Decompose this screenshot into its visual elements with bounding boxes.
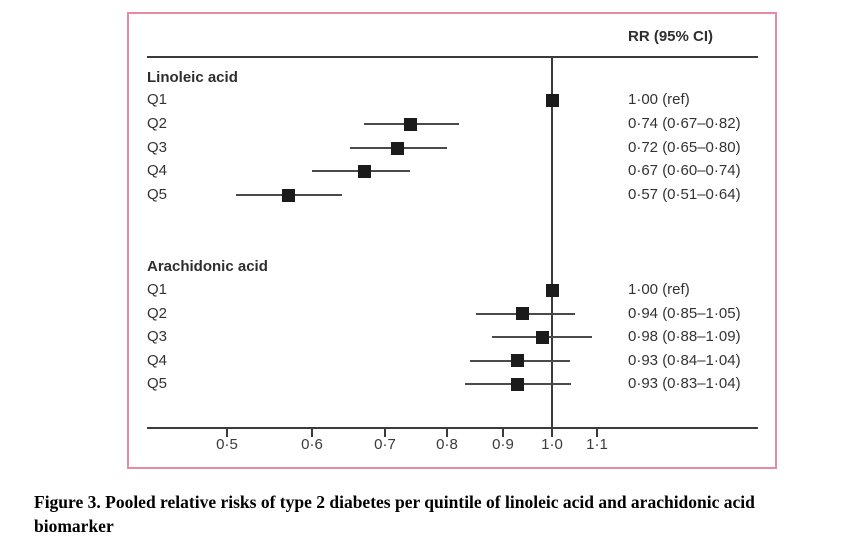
- rr-point-marker: [516, 307, 529, 320]
- row-rr-ci-value: 0·57 (0·51–0·64): [628, 186, 741, 203]
- row-rr-ci-value: 0·94 (0·85–1·05): [628, 304, 741, 322]
- x-axis-tick: [551, 428, 553, 437]
- rr-point-marker: [546, 284, 559, 297]
- forest-plot-panel: [127, 12, 777, 469]
- x-axis-tick-label: 1·0: [541, 436, 563, 453]
- x-axis-tick: [502, 428, 504, 437]
- x-axis-tick-label: 0·9: [492, 436, 514, 453]
- row-rr-ci-value: 1·00 (ref): [628, 281, 690, 298]
- row-quintile-label: Q1: [147, 91, 168, 108]
- row-rr-ci-value: 0·98 (0·88–1·09): [628, 328, 741, 345]
- row-quintile-label: Q3: [147, 139, 168, 156]
- rr-point-marker: [282, 189, 295, 202]
- row-rr-ci-value: 0·74 (0·67–0·82): [628, 115, 741, 132]
- row-quintile-label: Q2: [147, 115, 168, 132]
- x-axis-tick: [226, 428, 228, 437]
- x-axis-tick-label: 0·8: [436, 436, 458, 453]
- row-rr-ci-value: 0·93 (0·84–1·04): [628, 351, 741, 369]
- x-axis-tick: [446, 428, 448, 437]
- figure-caption: Figure 3. Pooled relative risks of type …: [34, 490, 856, 538]
- x-axis-tick: [596, 428, 598, 437]
- x-axis-tick-label: 1·1: [586, 436, 608, 453]
- rr-point-marker: [511, 378, 524, 391]
- group-label: Arachidonic acid: [147, 258, 268, 275]
- rr-point-marker: [536, 331, 549, 344]
- x-axis-tick-label: 0·7: [374, 436, 396, 453]
- rr-point-marker: [546, 94, 559, 107]
- row-quintile-label: Q4: [147, 351, 168, 369]
- rr-point-marker: [511, 354, 524, 367]
- row-quintile-label: Q3: [147, 328, 168, 345]
- rr-point-marker: [404, 118, 417, 131]
- row-quintile-label: Q2: [147, 304, 168, 322]
- header-rule: [147, 56, 758, 58]
- x-axis-line: [147, 427, 758, 429]
- row-rr-ci-value: 0·93 (0·83–1·04): [628, 375, 741, 392]
- x-axis-tick-label: 0·5: [216, 436, 238, 453]
- x-axis-tick: [311, 428, 313, 437]
- figure-caption-line2: biomarker: [34, 516, 114, 536]
- row-quintile-label: Q1: [147, 281, 168, 298]
- column-header-rr-ci: RR (95% CI): [628, 28, 714, 45]
- x-axis-tick: [384, 428, 386, 437]
- x-axis-tick-label: 0·6: [301, 436, 323, 453]
- rr-point-marker: [358, 165, 371, 178]
- row-rr-ci-value: 0·72 (0·65–0·80): [628, 139, 741, 156]
- row-rr-ci-value: 0·67 (0·60–0·74): [628, 162, 741, 179]
- figure-caption-line1: Figure 3. Pooled relative risks of type …: [34, 492, 755, 512]
- row-rr-ci-value: 1·00 (ref): [628, 91, 690, 108]
- reference-line-rr-1: [551, 56, 553, 437]
- row-quintile-label: Q5: [147, 186, 168, 203]
- row-quintile-label: Q5: [147, 375, 168, 392]
- rr-point-marker: [391, 142, 404, 155]
- row-quintile-label: Q4: [147, 162, 168, 179]
- group-label: Linoleic acid: [147, 69, 238, 86]
